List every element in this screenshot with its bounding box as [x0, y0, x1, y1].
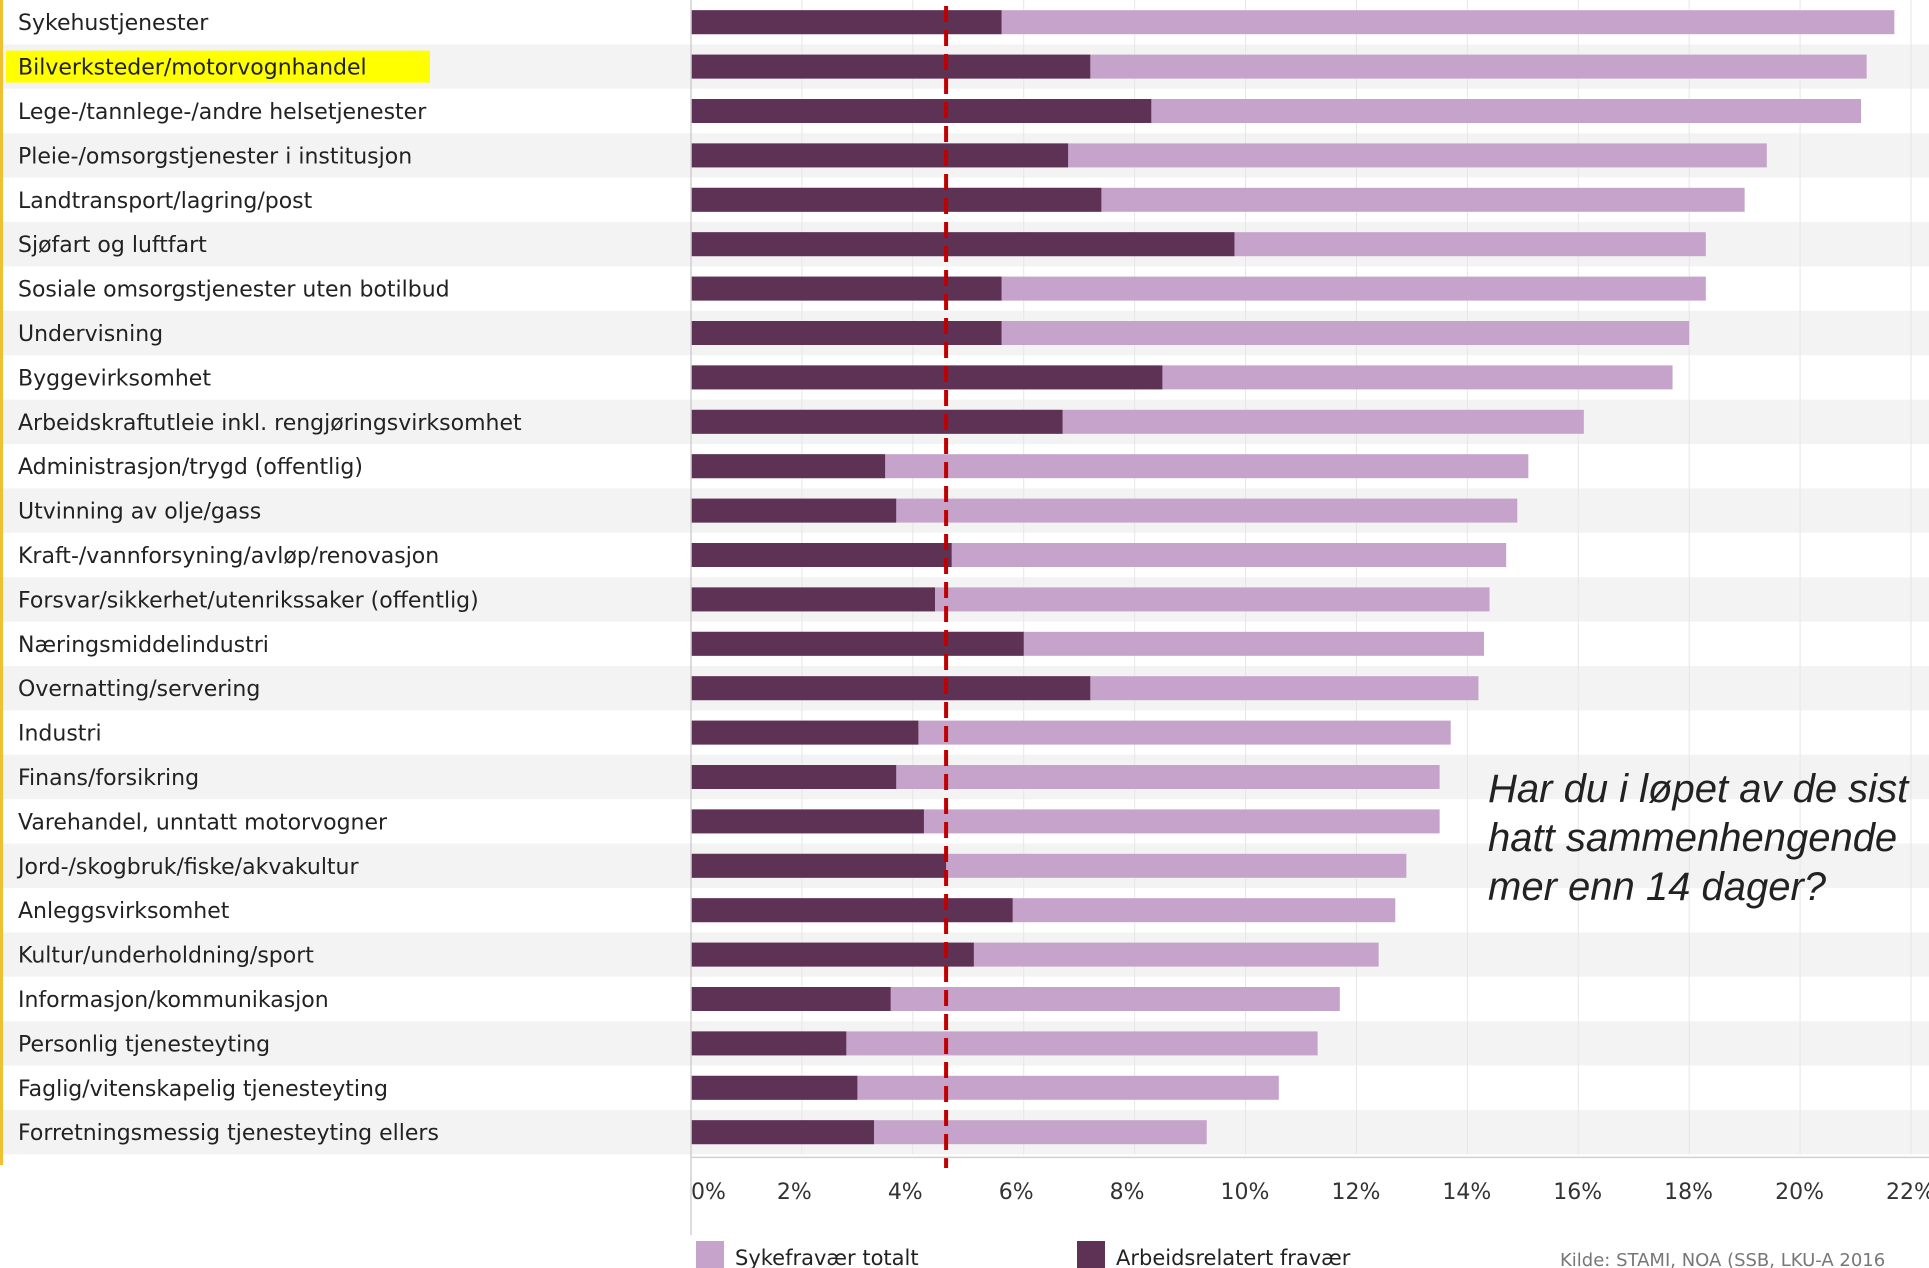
survey-question-annotation: Har du i løpet av de sist hatt sammenhen… [1488, 765, 1929, 912]
category-label: Landtransport/lagring/post [18, 189, 313, 214]
bar-work-related [691, 10, 1002, 35]
x-tick-label: 0% [691, 1180, 726, 1205]
bar-work-related [691, 143, 1069, 168]
bar-work-related [691, 54, 1091, 79]
bar-work-related [691, 232, 1235, 257]
bar-work-related [691, 631, 1024, 656]
category-label: Finans/forsikring [18, 766, 199, 791]
category-label: Administrasjon/trygd (offentlig) [18, 455, 363, 480]
category-label: Lege-/tannlege-/andre helsetjenester [18, 100, 427, 125]
category-label: Informasjon/kommunikasjon [18, 988, 329, 1013]
bar-work-related [691, 809, 924, 834]
bar-work-related [691, 99, 1152, 123]
bars [691, 10, 1895, 1145]
category-label: Personlig tjenesteyting [18, 1032, 270, 1057]
bar-work-related [691, 942, 974, 967]
x-tick-label: 12% [1331, 1180, 1380, 1205]
question-line-3: mer enn 14 dager? [1488, 865, 1827, 909]
category-label: Byggevirksomhet [18, 366, 211, 391]
category-label: Overnatting/servering [18, 677, 260, 702]
question-line-1: Har du i løpet av de sist [1488, 767, 1909, 811]
category-label: Utvinning av olje/gass [18, 500, 261, 525]
bar-work-related [691, 187, 1102, 212]
bar-work-related [691, 720, 919, 745]
bar-work-related [691, 1075, 858, 1100]
category-label: Forsvar/sikkerhet/utenrikssaker (offentl… [18, 588, 479, 613]
category-label: Jord-/skogbruk/fiske/akvakultur [16, 855, 360, 880]
left-accent-bar [0, 0, 3, 1165]
bar-work-related [691, 1120, 874, 1145]
x-tick-label: 10% [1221, 1180, 1270, 1205]
category-highlight [6, 50, 430, 83]
category-label: Sjøfart og luftfart [18, 233, 207, 258]
category-label: Arbeidskraftutleie inkl. rengjøringsvirk… [18, 411, 522, 436]
bar-work-related [691, 409, 1063, 434]
category-label: Anleggsvirksomhet [18, 899, 230, 924]
bar-work-related [691, 853, 947, 878]
category-label: Kultur/underholdning/sport [18, 944, 314, 969]
category-label: Sosiale omsorgstjenester uten botilbud [18, 278, 450, 303]
legend-swatch-work-related [1077, 1241, 1105, 1268]
x-tick-label: 22% [1886, 1180, 1929, 1205]
category-label: Industri [18, 722, 102, 747]
bar-work-related [691, 676, 1091, 701]
x-tick-label: 20% [1775, 1180, 1824, 1205]
category-label: Faglig/vitenskapelig tjenesteyting [18, 1077, 388, 1102]
category-label: Pleie-/omsorgstjenester i institusjon [18, 144, 412, 169]
category-label: Undervisning [18, 322, 163, 347]
category-label: Sykehustjenester [18, 11, 209, 36]
category-label: Varehandel, unntatt motorvogner [18, 810, 388, 835]
legend-label-work-related: Arbeidsrelatert fravær [1116, 1246, 1351, 1268]
x-tick-label: 18% [1664, 1180, 1713, 1205]
bar-work-related [691, 454, 886, 479]
legend-swatch-total [696, 1241, 724, 1268]
bar-work-related [691, 765, 897, 789]
bar-work-related [691, 898, 1013, 923]
source-note: Kilde: STAMI, NOA (SSB, LKU-A 2016 [1560, 1250, 1885, 1268]
bar-work-related [691, 587, 935, 612]
x-tick-label: 14% [1442, 1180, 1491, 1205]
category-label: Bilverksteder/motorvognhandel [18, 56, 367, 81]
x-tick-label: 16% [1553, 1180, 1602, 1205]
bar-work-related [691, 1031, 847, 1056]
category-label: Næringsmiddelindustri [18, 633, 269, 658]
question-line-2: hatt sammenhengende [1488, 816, 1898, 860]
bar-work-related [691, 321, 1002, 345]
x-tick-label: 8% [1110, 1180, 1145, 1205]
bar-work-related [691, 987, 891, 1011]
category-label: Forretningsmessig tjenesteyting ellers [18, 1121, 439, 1146]
legend: Sykefravær totalt Arbeidsrelatert fravær [696, 1241, 1351, 1268]
x-tick-label: 6% [999, 1180, 1034, 1205]
x-tick-label: 4% [888, 1180, 923, 1205]
x-axis: 0% 2% 4% 6% 8% 10% 12% 14% 16% 18% 20% 22% [690, 0, 1929, 1235]
bar-work-related [691, 498, 897, 523]
bar-work-related [691, 276, 1002, 301]
bar-work-related [691, 543, 952, 567]
bar-work-related [691, 365, 1163, 390]
legend-label-total: Sykefravær totalt [735, 1246, 919, 1268]
x-tick-label: 2% [777, 1180, 812, 1205]
category-label: Kraft-/vannforsyning/avløp/renovasjon [18, 544, 439, 569]
bar-total [691, 498, 1518, 523]
category-labels: Sykehustjenester Bilverksteder/motorvognh… [6, 11, 522, 1146]
